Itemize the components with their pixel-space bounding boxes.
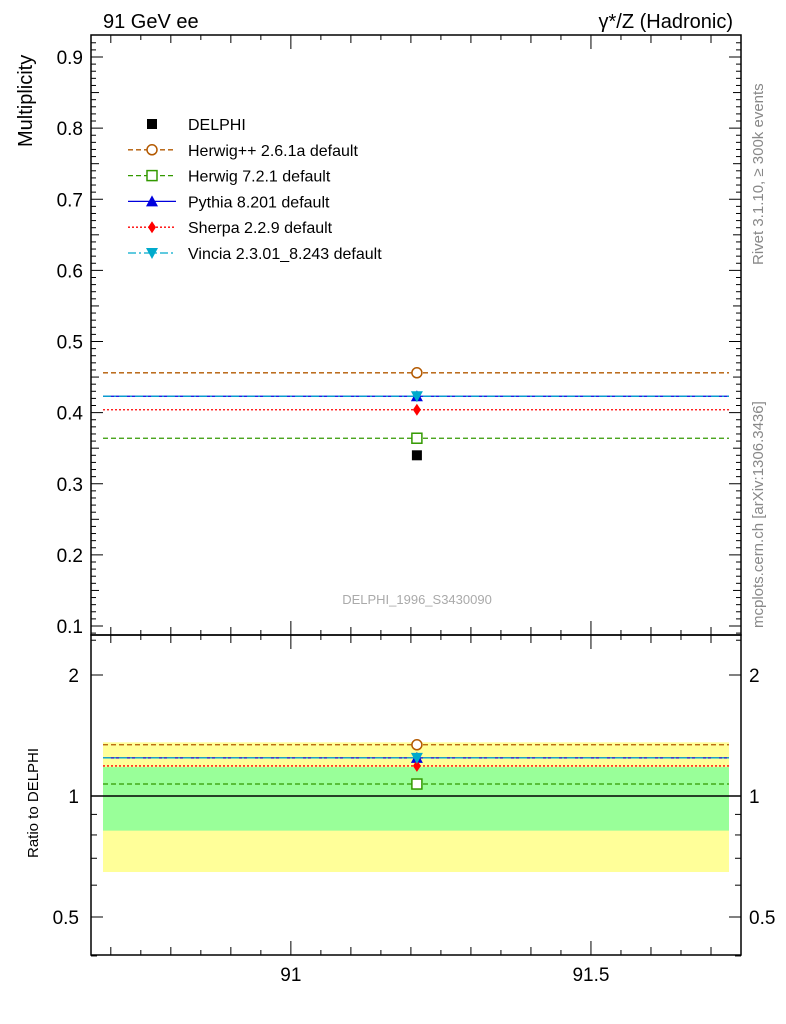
y-tick-label: 0.8 [57,119,83,140]
y-tick-label: 0.1 [57,617,83,638]
y-tick-label: 0.9 [57,48,83,69]
legend-label: Sherpa 2.2.9 default [188,220,333,237]
marker-circle [411,739,423,751]
legend-label: Herwig 7.2.1 default [188,169,331,186]
x-tick-label: 91.5 [572,965,609,986]
ratio-y-tick-label-right: 2 [749,666,760,687]
band-inner [103,767,729,831]
marker-diamond [412,403,421,416]
marker-circle [146,144,158,156]
y-tick-label: 0.6 [57,261,83,282]
marker-diamond [148,221,156,234]
y-tick-label: 0.2 [57,546,83,567]
marker-triangle-up [146,195,158,207]
marker-triangle-down [146,248,158,259]
marker-square [411,778,423,790]
data-point-delphi [411,450,422,461]
marker-triangle-down [410,752,423,764]
y-axis-label-main: Multiplicity [15,55,37,147]
ratio-y-tick-label-right: 0.5 [749,908,775,929]
ratio-frame [90,634,742,956]
header-left: 91 GeV ee [103,11,199,33]
marker-circle [411,367,423,379]
y-axis-label-ratio: Ratio to DELPHI [25,748,42,858]
mcplots-label: mcplots.cern.ch [arXiv:1306.3436] [750,401,767,628]
y-tick-label: 0.4 [57,404,84,425]
ratio-y-tick-label: 1 [68,787,79,808]
ratio-y-tick-label-right: 1 [749,787,760,808]
marker-square [146,169,158,182]
legend-label: Pythia 8.201 default [188,194,330,211]
rivet-label: Rivet 3.1.10, ≥ 300k events [750,83,767,265]
ratio-y-tick-label: 0.5 [53,908,79,929]
marker-square [411,432,423,444]
marker-triangle-down [410,391,423,403]
legend-marker-delphi [147,119,157,129]
legend-label: DELPHI [188,117,246,134]
marker-diamond [412,759,421,772]
legend-label: Vincia 2.3.01_8.243 default [188,246,382,263]
x-tick-label: 91 [280,965,301,986]
analysis-label: DELPHI_1996_S3430090 [342,592,492,607]
header-right: γ*/Z (Hadronic) [599,11,733,33]
y-tick-label: 0.5 [57,333,83,354]
y-tick-label: 0.3 [57,475,83,496]
legend-label: Herwig++ 2.6.1a default [188,143,358,160]
ratio-y-tick-label: 2 [68,666,79,687]
y-tick-label: 0.7 [57,190,83,211]
